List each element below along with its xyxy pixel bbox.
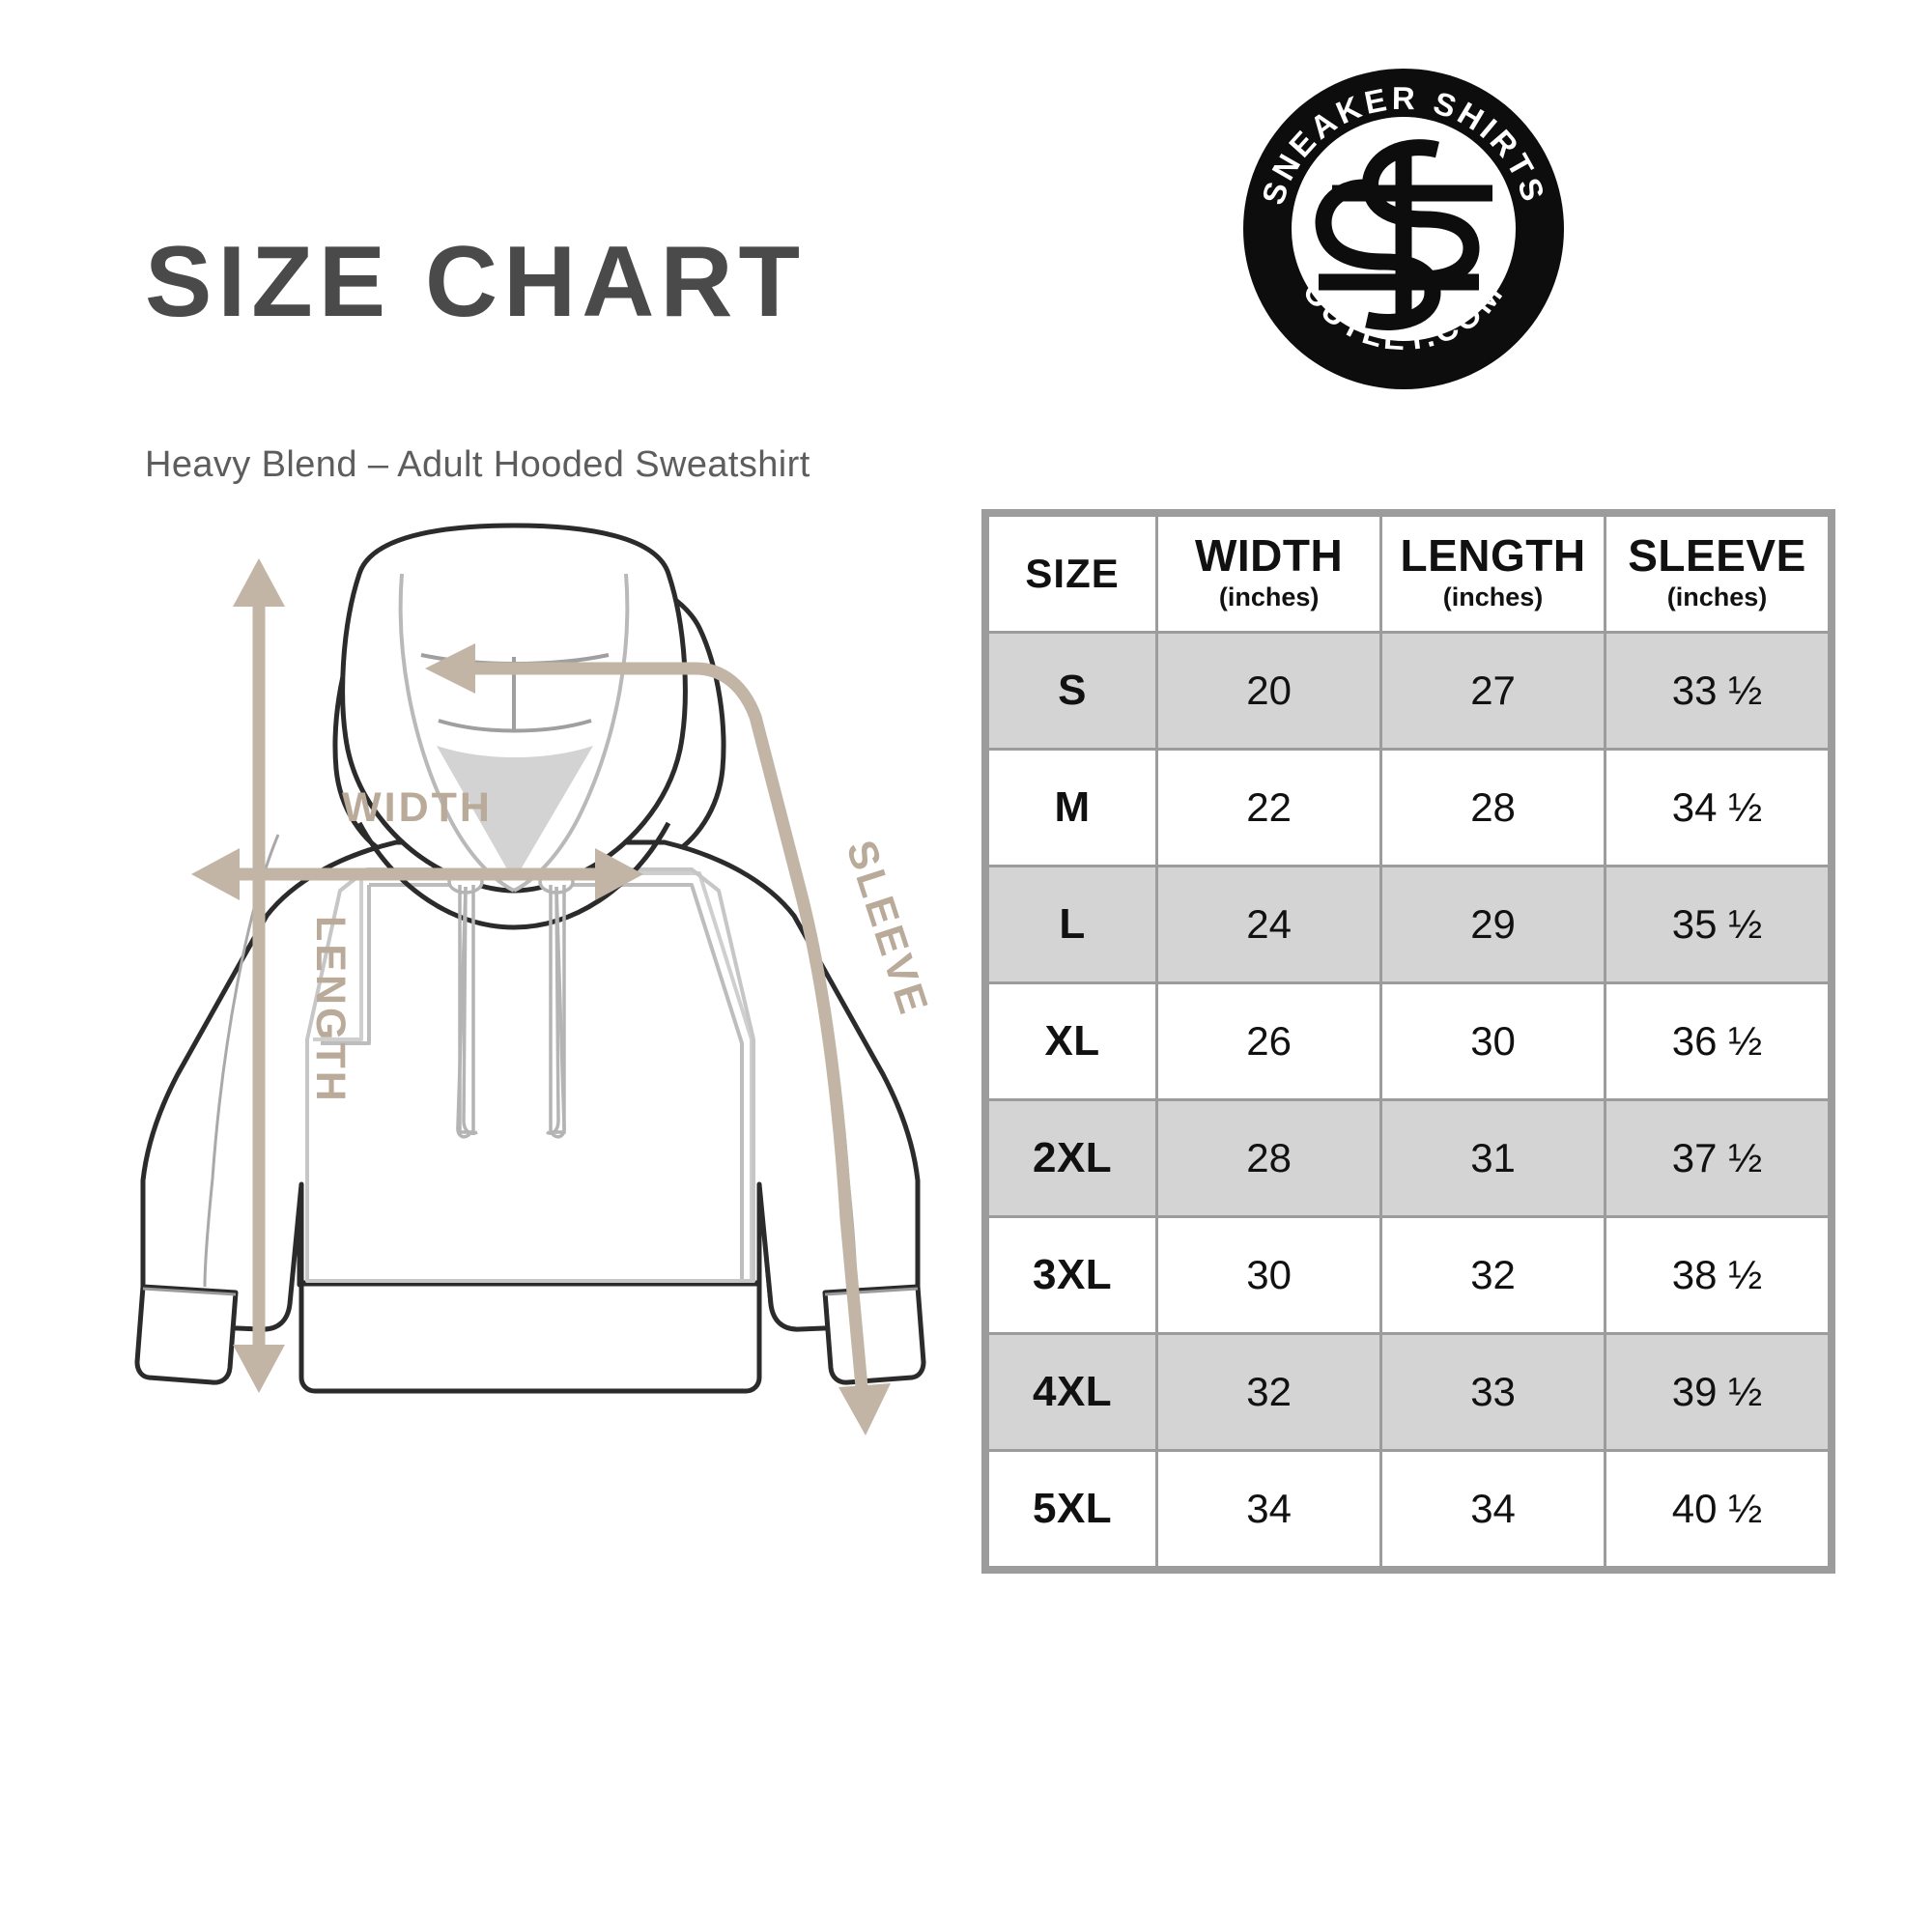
cell-width-4XL: 32: [1158, 1335, 1380, 1449]
cell-length-2XL: 31: [1382, 1101, 1605, 1215]
cell-sleeve-L: 35 ½: [1606, 867, 1828, 981]
cell-width-S: 20: [1158, 634, 1380, 748]
cell-length-3XL: 32: [1382, 1218, 1605, 1332]
cell-width-XL: 26: [1158, 984, 1380, 1098]
cell-size-3XL: 3XL: [989, 1218, 1156, 1332]
cell-length-5XL: 34: [1382, 1452, 1605, 1566]
drawstring-tips: [458, 885, 566, 1134]
col-header-width-unit: (inches): [1218, 582, 1320, 611]
length-arrow-head-top: [233, 558, 285, 607]
cell-sleeve-4XL: 39 ½: [1606, 1335, 1828, 1449]
cell-width-L: 24: [1158, 867, 1380, 981]
width-arrow-head-right: [595, 848, 643, 900]
cell-sleeve-S: 33 ½: [1606, 634, 1828, 748]
cell-width-5XL: 34: [1158, 1452, 1380, 1566]
col-header-length: LENGTH (inches): [1382, 517, 1605, 631]
size-table: SIZE WIDTH (inches) LENGTH (inches) SLEE…: [986, 514, 1831, 1569]
cell-size-M: M: [989, 751, 1156, 865]
cell-length-XL: 30: [1382, 984, 1605, 1098]
cell-length-M: 28: [1382, 751, 1605, 865]
table-row: 3XL 30 32 38 ½: [989, 1218, 1828, 1332]
cell-size-5XL: 5XL: [989, 1452, 1156, 1566]
cell-sleeve-2XL: 37 ½: [1606, 1101, 1828, 1215]
table-row: L 24 29 35 ½: [989, 867, 1828, 981]
table-row: 5XL 34 34 40 ½: [989, 1452, 1828, 1566]
cell-width-M: 22: [1158, 751, 1380, 865]
cell-size-4XL: 4XL: [989, 1335, 1156, 1449]
length-label: LENGTH: [307, 916, 354, 1104]
length-arrow-head-bottom: [233, 1345, 285, 1393]
sleeve-arrow-head-end: [838, 1383, 891, 1435]
col-header-size-label: SIZE: [1025, 551, 1120, 596]
cell-size-2XL: 2XL: [989, 1101, 1156, 1215]
table-row: 4XL 32 33 39 ½: [989, 1335, 1828, 1449]
col-header-size: SIZE: [989, 517, 1156, 631]
table-row: M 22 28 34 ½: [989, 751, 1828, 865]
measure-annotations: WIDTH LENGTH SLEEVE: [191, 558, 937, 1435]
cell-length-S: 27: [1382, 634, 1605, 748]
table-row: 2XL 28 31 37 ½: [989, 1101, 1828, 1215]
cell-length-L: 29: [1382, 867, 1605, 981]
cell-size-XL: XL: [989, 984, 1156, 1098]
sleeve-label: SLEEVE: [837, 835, 937, 1021]
col-header-sleeve: SLEEVE (inches): [1606, 517, 1828, 631]
hoodie-waistband: [298, 1280, 762, 1394]
sleeve-arrow-line: [466, 662, 868, 1388]
cell-sleeve-3XL: 38 ½: [1606, 1218, 1828, 1332]
size-table-body: S 20 27 33 ½ M 22 28 34 ½ L 24 29 35 ½ XL 26 30 36 ½ 2XL…: [989, 634, 1828, 1566]
logo-monogram: [1315, 139, 1492, 330]
cell-sleeve-M: 34 ½: [1606, 751, 1828, 865]
width-arrow-head-left: [191, 848, 240, 900]
brand-logo: SNEAKER SHIRTS OUTLET.COM: [1239, 61, 1568, 394]
cell-sleeve-5XL: 40 ½: [1606, 1452, 1828, 1566]
cuff-seam-left: [142, 1287, 237, 1296]
cell-size-L: L: [989, 867, 1156, 981]
page-title: SIZE CHART: [145, 226, 806, 338]
table-row: S 20 27 33 ½: [989, 634, 1828, 748]
sleeve-arrow-head-start: [425, 643, 475, 694]
col-header-sleeve-label: SLEEVE: [1628, 530, 1806, 581]
cell-size-S: S: [989, 634, 1156, 748]
cuff-seam-right: [824, 1287, 919, 1296]
hoodie-illustration: WIDTH LENGTH SLEEVE: [77, 502, 985, 1613]
cell-width-3XL: 30: [1158, 1218, 1380, 1332]
cell-length-4XL: 33: [1382, 1335, 1605, 1449]
hood-shadow: [437, 746, 593, 881]
col-header-width: WIDTH (inches): [1158, 517, 1380, 631]
table-row: XL 26 30 36 ½: [989, 984, 1828, 1098]
width-label: WIDTH: [342, 784, 493, 831]
title-block: SIZE CHART: [145, 232, 806, 332]
col-header-sleeve-unit: (inches): [1666, 582, 1768, 611]
cell-width-2XL: 28: [1158, 1101, 1380, 1215]
table-header-row: SIZE WIDTH (inches) LENGTH (inches) SLEE…: [989, 517, 1828, 631]
col-header-length-unit: (inches): [1442, 582, 1544, 611]
size-table-wrapper: SIZE WIDTH (inches) LENGTH (inches) SLEE…: [981, 509, 1835, 1574]
size-table-head: SIZE WIDTH (inches) LENGTH (inches) SLEE…: [989, 517, 1828, 631]
col-header-length-label: LENGTH: [1400, 530, 1586, 581]
cell-sleeve-XL: 36 ½: [1606, 984, 1828, 1098]
col-header-width-label: WIDTH: [1194, 530, 1344, 581]
page-subtitle: Heavy Blend – Adult Hooded Sweatshirt: [145, 444, 810, 485]
